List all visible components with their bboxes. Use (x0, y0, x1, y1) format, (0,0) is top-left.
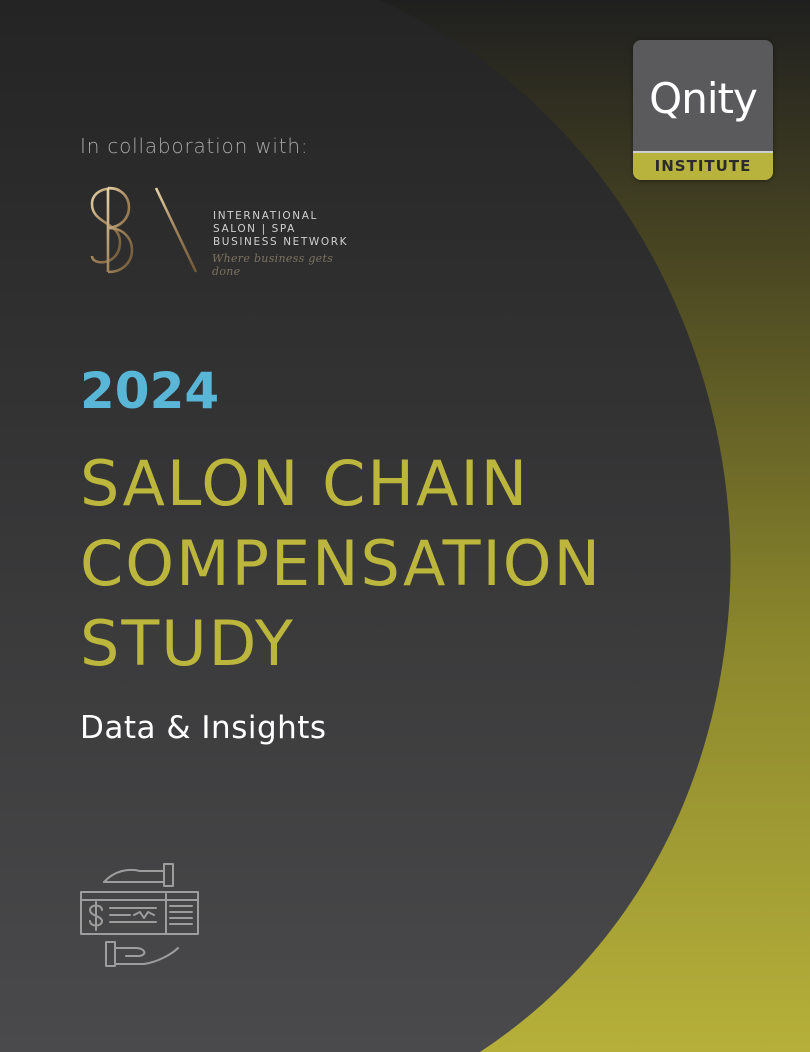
title-line-2: COMPENSATION (80, 527, 602, 600)
qnity-institute-label: INSTITUTE (633, 153, 773, 180)
qnity-divider (633, 151, 773, 153)
isbn-monogram-icon (81, 186, 198, 274)
isbn-line-3: BUSINESS NETWORK (213, 236, 349, 248)
qnity-wordmark: Qnity (649, 74, 758, 123)
title-line-1: SALON CHAIN (80, 447, 530, 520)
qnity-logo: Qnity INSTITUTE (633, 40, 773, 180)
isbn-line-1: INTERNATIONAL (213, 210, 318, 222)
isbn-logo: INTERNATIONAL SALON | SPA BUSINESS NETWO… (78, 184, 358, 278)
isbn-line-2: SALON | SPA (213, 223, 296, 235)
collaboration-label: In collaboration with: (80, 134, 309, 158)
isbn-tagline: Where business gets done (212, 252, 334, 278)
title-line-3: STUDY (80, 607, 295, 680)
report-year: 2024 (80, 362, 220, 420)
hands-check-icon (80, 863, 199, 967)
report-subtitle: Data & Insights (80, 710, 327, 746)
